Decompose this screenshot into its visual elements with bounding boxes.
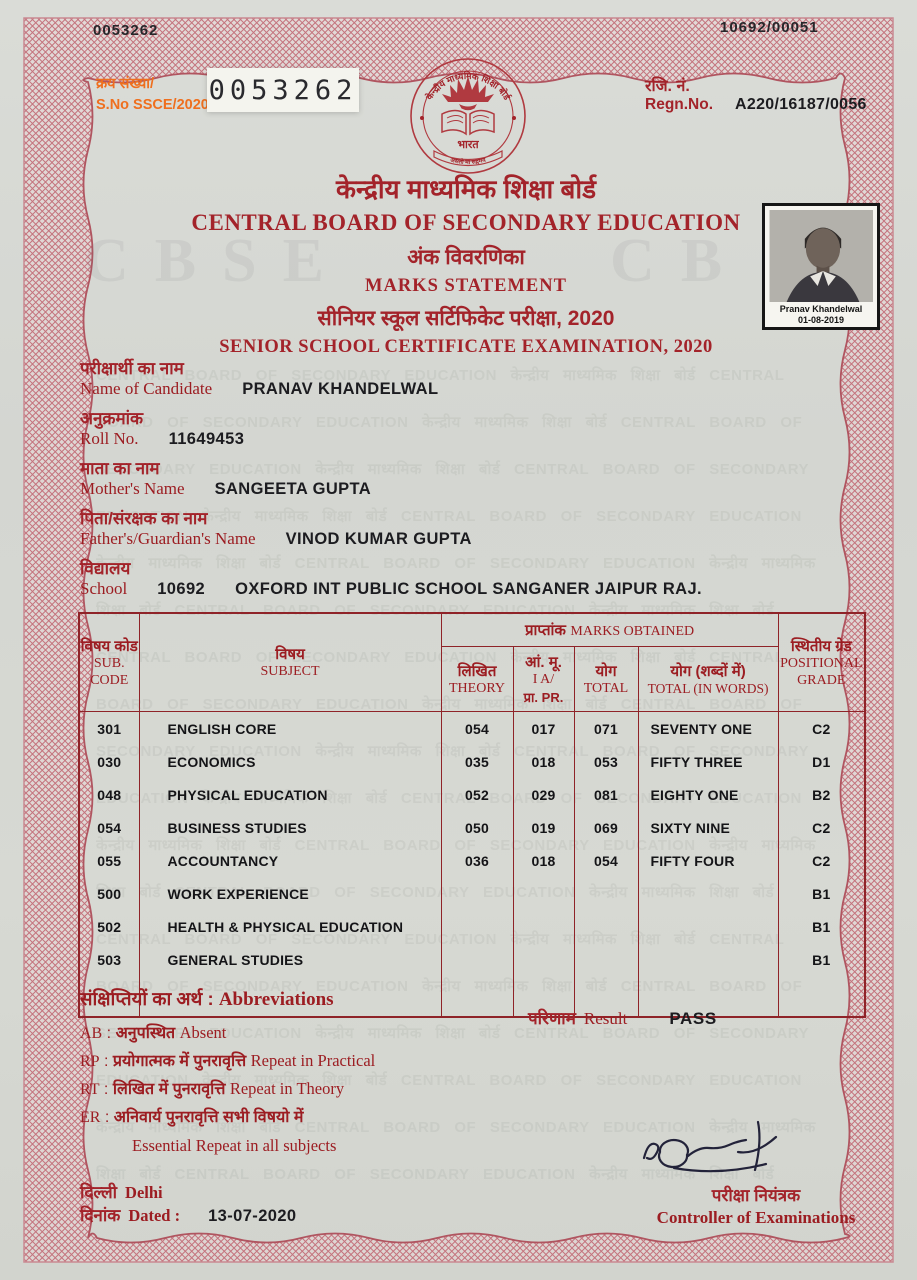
abbr-title-english: Abbreviations xyxy=(218,989,334,1010)
col-header-total: योग TOTAL xyxy=(573,646,639,712)
emblem-rays-icon xyxy=(442,76,494,102)
marks-table: विषय कोड SUB. CODE विषय SUBJECT प्राप्ता… xyxy=(78,612,867,1018)
photo-caption-date: 01-08-2019 xyxy=(797,314,845,325)
col-header-theory: लिखित THEORY xyxy=(440,646,514,712)
ghost-cbse-right: CB xyxy=(610,227,749,295)
result-value: PASS xyxy=(669,1009,717,1028)
school-label-hindi: विद्यालय xyxy=(80,559,131,578)
school-label: School xyxy=(80,579,128,598)
serial-label-hindi: क्रय संख्या/ xyxy=(96,76,155,92)
dated-label-english: Dated : xyxy=(128,1206,181,1225)
exam-name-hindi: सीनियर स्कूल सर्टिफिकेट परीक्षा, 2020 xyxy=(317,307,615,330)
dated-value: 13-07-2020 xyxy=(208,1207,297,1225)
candidate-name-label: Name of Candidate xyxy=(80,379,213,398)
border-outer-line xyxy=(23,17,894,1263)
board-name-english: CENTRAL BOARD OF SECONDARY EDUCATION xyxy=(191,210,741,235)
emblem-book-icon xyxy=(441,109,495,136)
mother-value: SANGEETA GUPTA xyxy=(214,480,372,498)
col-header-total-in-words: योग (शब्दों में) TOTAL (IN WORDS) xyxy=(637,646,779,712)
candidate-photo: Pranav Khandelwal 01-08-2019 xyxy=(762,203,880,330)
emblem-bharat-text: भारत xyxy=(457,139,479,151)
table-row: 503 GENERAL STUDIES B1 xyxy=(78,943,866,976)
exam-name-english: SENIOR SCHOOL CERTIFICATE EXAMINATION, 2… xyxy=(219,337,713,357)
table-row: 055 ACCOUNTANCY 036 018 054 FIFTY FOUR C2 xyxy=(78,844,866,877)
roll-label: Roll No. xyxy=(80,429,139,448)
field-school: विद्यालय School 10692 OXFORD INT PUBLIC … xyxy=(80,558,800,608)
controller-label-hindi: परीक्षा नियंत्रक xyxy=(711,1186,801,1205)
col-header-internal-assessment: आं. मू. I A/ प्रा. PR. xyxy=(512,646,575,712)
school-code-value: 10692 xyxy=(157,580,206,598)
abbr-item-rt: RT : लिखित में पुनरावृत्ति Repeat in The… xyxy=(80,1079,345,1098)
place-hindi: दिल्ली xyxy=(80,1183,118,1202)
col-header-subject: विषय SUBJECT xyxy=(138,612,442,712)
abbr-title-hindi: संक्षिप्तियों का अर्थ xyxy=(80,988,203,1009)
roll-label-hindi: अनुक्रमांक xyxy=(80,409,144,428)
mother-label-hindi: माता का नाम xyxy=(80,459,160,478)
border-serial-number: 0053262 xyxy=(93,22,159,39)
registration-number-block: रजि. नं. Regn.No. A220/16187/0056 xyxy=(645,74,867,114)
mother-label: Mother's Name xyxy=(80,479,185,498)
ghost-cbse-left: CBSE xyxy=(84,227,350,295)
emblem-banner xyxy=(433,150,503,166)
abbr-item-er-english: Essential Repeat in all subjects xyxy=(132,1136,337,1155)
border-centre-code: 10692/00051 xyxy=(720,19,819,36)
result-block: परिणाम Result PASS xyxy=(528,1006,717,1029)
col-header-positional-grade: स्थितीय ग्रेड POSITIONAL GRADE xyxy=(777,612,866,712)
abbr-item-rp: RP : प्रयोगात्मक में पुनरावृत्ति Repeat … xyxy=(80,1051,376,1070)
serial-number-label: क्रय संख्या/ S.No SSCE/2020/ xyxy=(96,74,213,116)
table-row: 502 HEALTH & PHYSICAL EDUCATION B1 xyxy=(78,910,866,943)
cbse-emblem: केन्द्रीय माध्यमिक शिक्षा बोर्ड भारत असत… xyxy=(410,58,526,174)
photo-caption-name: Pranav Khandelwal xyxy=(779,304,863,314)
svg-text:असतो मा सद्गमय: असतो मा सद्गमय xyxy=(449,157,487,166)
table-row: 500 WORK EXPERIENCE B1 xyxy=(78,877,866,910)
serial-number-box: 0053262 xyxy=(207,68,359,112)
candidate-photo-image xyxy=(769,210,873,302)
regn-label-english: Regn.No. xyxy=(645,96,714,113)
dated-label-hindi: दिनांक xyxy=(80,1206,121,1225)
result-label-hindi: परिणाम xyxy=(528,1009,576,1028)
father-value: VINOD KUMAR GUPTA xyxy=(285,530,472,548)
abbreviations-block: संक्षिप्तियों का अर्थ : Abbreviations AB… xyxy=(80,986,375,1160)
table-row: 030 ECONOMICS 035 018 053 FIFTY THREE D1 xyxy=(78,745,866,778)
table-row: 301 ENGLISH CORE 054 017 071 SEVENTY ONE C2 xyxy=(78,711,866,745)
controller-signature xyxy=(642,1120,778,1173)
abbr-item-ab: AB : अनुपस्थित Absent xyxy=(80,1023,227,1042)
table-row: 048 PHYSICAL EDUCATION 052 029 081 EIGHTY O… xyxy=(78,778,866,811)
roll-value: 11649453 xyxy=(168,430,245,448)
regn-label-hindi: रजि. नं. xyxy=(645,78,690,95)
place-english: Delhi xyxy=(125,1183,163,1202)
candidate-name-label-hindi: परीक्षार्थी का नाम xyxy=(80,359,184,378)
table-filler-row xyxy=(78,976,866,1017)
serial-label-english: S.No SSCE/2020/ xyxy=(96,97,213,113)
controller-block: परीक्षा नियंत्रक Controller of Examinati… xyxy=(628,1184,884,1228)
controller-label-english: Controller of Examinations xyxy=(656,1208,856,1227)
field-mother-name: माता का नाम Mother's Name SANGEETA GUPTA xyxy=(80,458,800,508)
document-name-hindi: अंक विवरणिका xyxy=(407,246,525,269)
result-label-english: Result xyxy=(583,1009,628,1028)
candidate-name-value: PRANAV KHANDELWAL xyxy=(242,380,439,398)
field-father-name: पिता/संरक्षक का नाम Father's/Guardian's … xyxy=(80,508,800,558)
field-roll-no: अनुक्रमांक Roll No. 11649453 xyxy=(80,408,800,458)
table-row: 054 BUSINESS STUDIES 050 019 069 SIXTY NINE… xyxy=(78,811,866,844)
father-label-hindi: पिता/संरक्षक का नाम xyxy=(80,509,208,528)
school-name-value: OXFORD INT PUBLIC SCHOOL SANGANER JAIPUR… xyxy=(235,580,703,598)
emblem-motto-text: असतो मा सद्गमय xyxy=(449,157,487,166)
candidate-details: परीक्षार्थी का नाम Name of Candidate PRA… xyxy=(80,358,800,608)
place-date-block: दिल्ली Delhi दिनांक Dated : 13-07-2020 xyxy=(80,1180,297,1226)
col-header-sub-code: विषय कोड SUB. CODE xyxy=(78,612,140,712)
regn-value: A220/16187/0056 xyxy=(735,96,867,113)
board-name-hindi: केन्द्रीय माध्यमिक शिक्षा बोर्ड xyxy=(336,174,596,204)
field-candidate-name: परीक्षार्थी का नाम Name of Candidate PRA… xyxy=(80,358,800,408)
abbr-item-er: ER : अनिवार्य पुनरावृत्ति सभी विषयो में xyxy=(80,1109,304,1126)
title-block: केन्द्रीय माध्यमिक शिक्षा बोर्ड CENTRAL … xyxy=(88,170,844,358)
emblem-flame-icon xyxy=(465,94,471,102)
emblem-lamp-icon xyxy=(459,104,477,111)
col-header-marks-obtained: प्राप्तांक MARKS OBTAINED xyxy=(440,612,779,647)
father-label: Father's/Guardian's Name xyxy=(80,529,256,548)
document-name-english: MARKS STATEMENT xyxy=(365,276,567,296)
